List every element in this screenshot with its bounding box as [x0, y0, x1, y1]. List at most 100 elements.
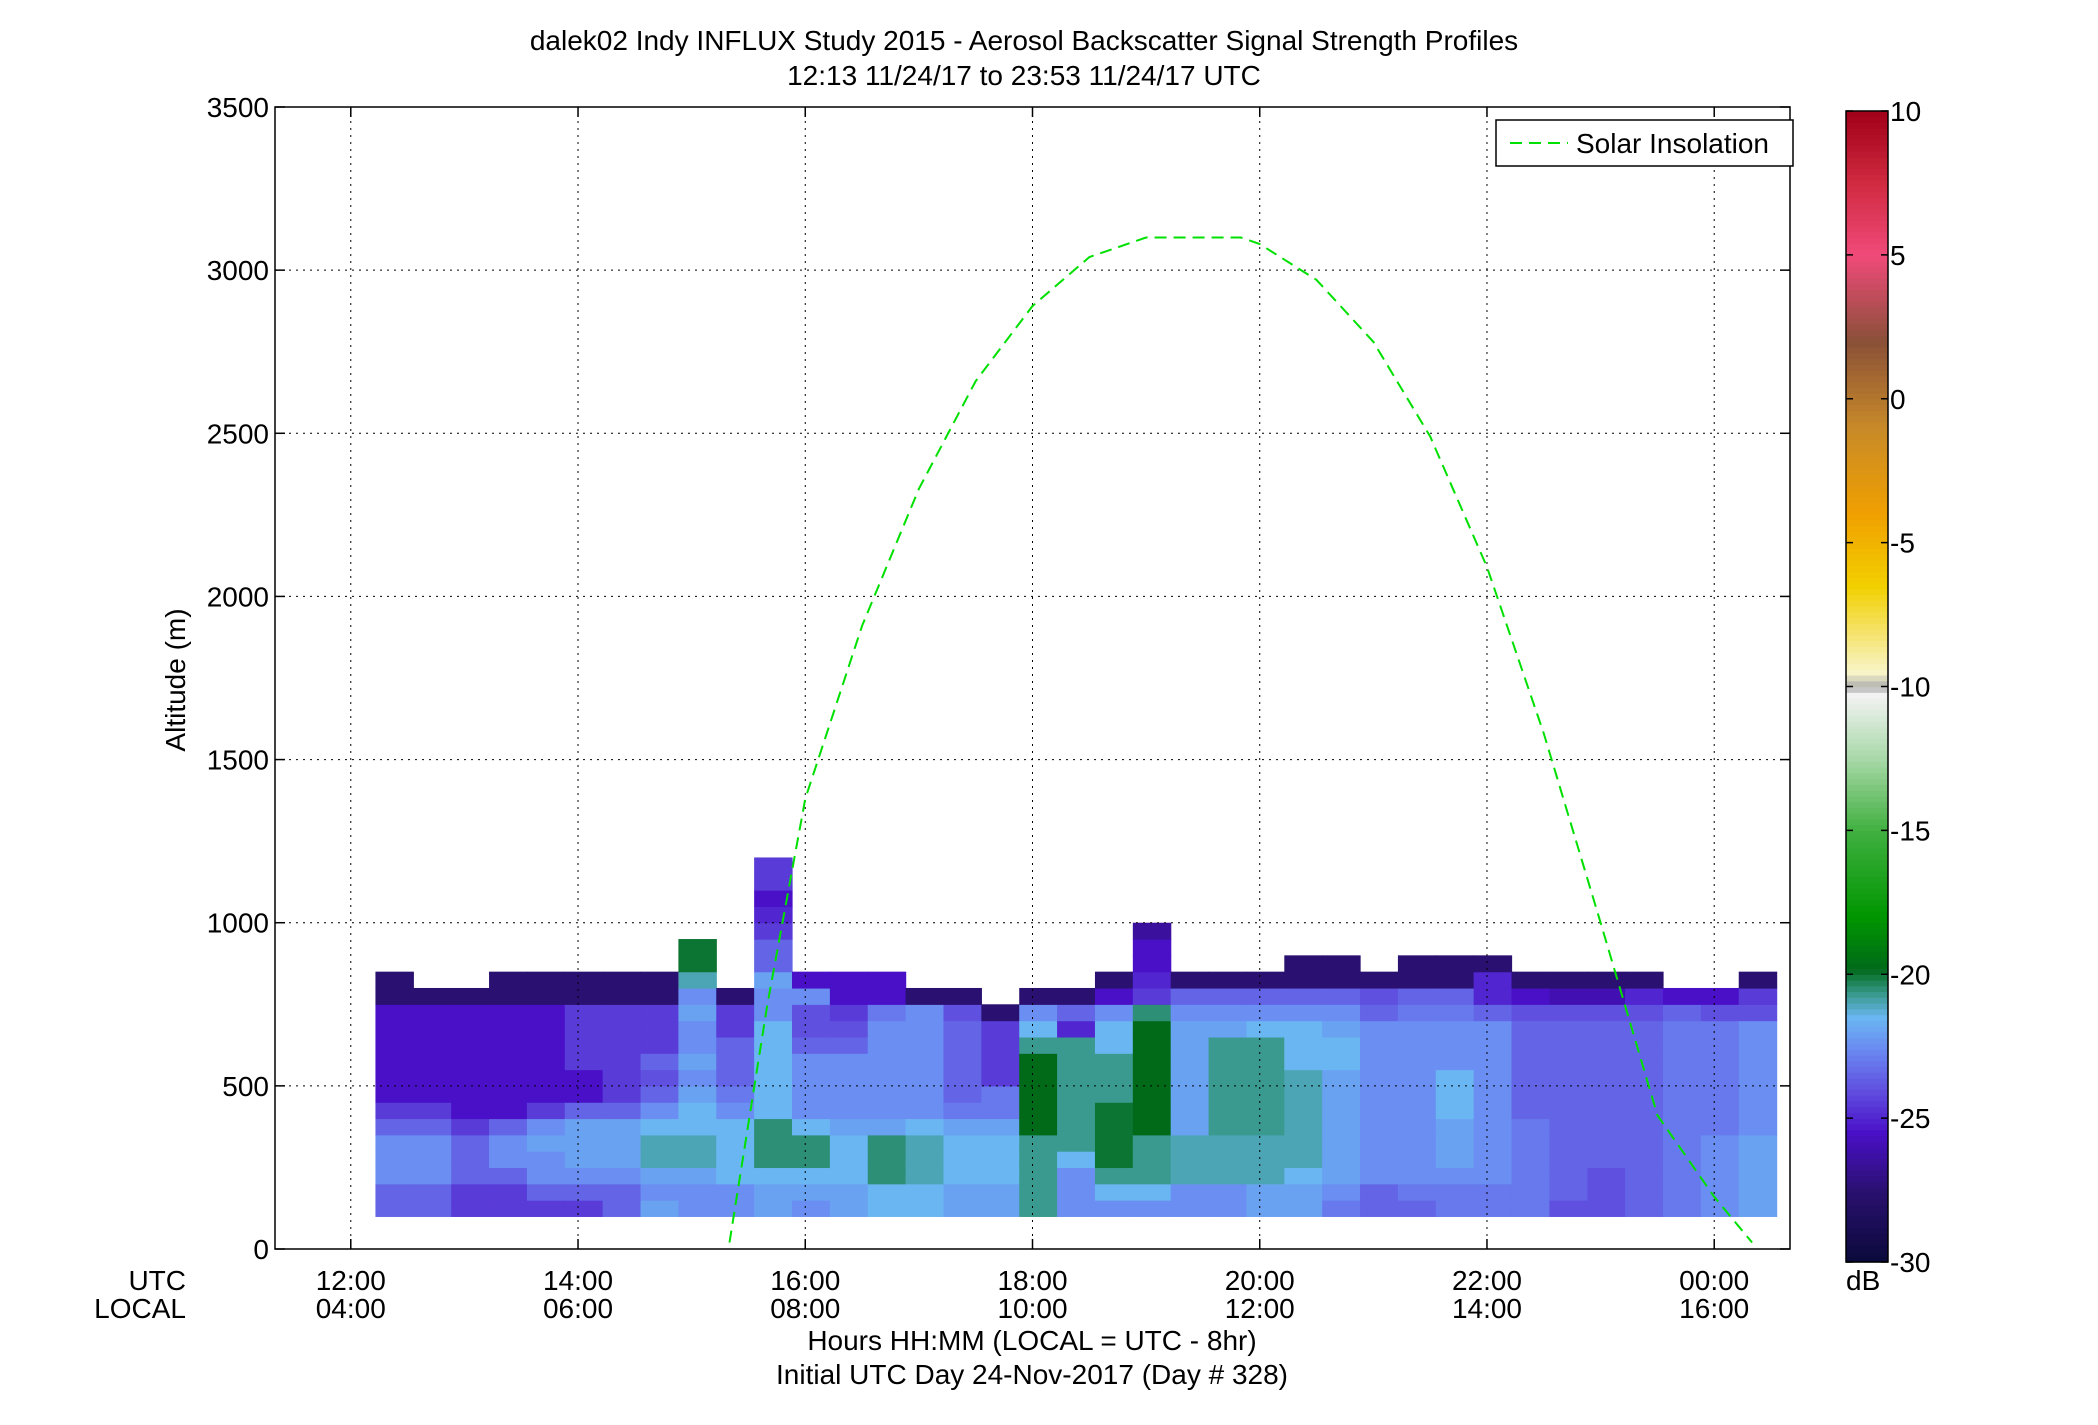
colorbar-segment	[1846, 899, 1888, 906]
heatmap-cell	[1587, 1053, 1626, 1071]
colorbar-segment	[1846, 1204, 1888, 1211]
colorbar-segment	[1846, 1181, 1888, 1188]
heatmap-cell	[829, 987, 869, 1005]
heatmap-cell	[375, 1053, 414, 1071]
heatmap-cell	[754, 1167, 793, 1185]
heatmap-cell	[1738, 1183, 1778, 1201]
heatmap-cell	[1132, 1167, 1172, 1185]
colorbar-segment	[1846, 698, 1888, 705]
colorbar-segment	[1846, 444, 1888, 452]
colorbar-segment	[1846, 1221, 1888, 1229]
heatmap-cell	[943, 1167, 982, 1185]
heatmap-cell	[905, 1004, 945, 1022]
heatmap-cell	[1284, 1053, 1323, 1071]
heatmap-cell	[754, 955, 793, 973]
colorbar-segment	[1846, 847, 1888, 854]
colorbar-segment	[1846, 928, 1888, 935]
heatmap-cell	[1057, 1036, 1096, 1054]
heatmap-cell	[451, 1118, 490, 1136]
heatmap-cell	[375, 1020, 414, 1038]
heatmap-cell	[1170, 1151, 1210, 1169]
heatmap-cell	[451, 1085, 490, 1103]
heatmap-cell	[1246, 1053, 1285, 1071]
colorbar-segment	[1846, 1066, 1888, 1073]
heatmap-cell	[1132, 1085, 1172, 1103]
heatmap-cell	[1587, 1200, 1626, 1217]
colorbar-segment	[1846, 1141, 1888, 1148]
colorbar-segment	[1846, 122, 1888, 129]
colorbar-segment	[1846, 893, 1888, 901]
heatmap-cell	[1473, 1200, 1513, 1217]
colorbar-segment	[1846, 398, 1888, 406]
heatmap-cell	[905, 1118, 945, 1136]
colorbar-segment	[1846, 1095, 1888, 1102]
heatmap-cell	[1094, 1036, 1134, 1054]
heatmap-cell	[413, 1036, 452, 1054]
heatmap-cell	[602, 971, 642, 989]
colorbar-segment	[1846, 577, 1888, 584]
colorbar-segment	[1846, 784, 1888, 791]
colorbar-segment	[1846, 295, 1888, 302]
heatmap-cell	[905, 1085, 945, 1103]
colorbar-segment	[1846, 392, 1888, 400]
heatmap-cell	[1284, 1036, 1323, 1054]
x-tick-label-local: 12:00	[1225, 1293, 1295, 1324]
colorbar-segment	[1846, 1187, 1888, 1194]
heatmap-cell	[526, 1004, 566, 1022]
heatmap-cell	[640, 1020, 679, 1038]
heatmap-cell	[1587, 1134, 1626, 1152]
heatmap-cell	[1208, 1183, 1248, 1201]
heatmap-cell	[1473, 1167, 1513, 1185]
colorbar-segment	[1846, 174, 1888, 181]
heatmap-cell	[489, 1200, 528, 1217]
colorbar-segment	[1846, 1250, 1888, 1257]
heatmap-cell	[489, 1151, 528, 1169]
heatmap-cell	[1284, 1200, 1323, 1217]
heatmap-cell	[413, 1102, 452, 1120]
colorbar-segment	[1846, 628, 1888, 636]
colorbar-segment	[1846, 813, 1888, 820]
heatmap-cell	[716, 1020, 755, 1038]
heatmap-cell	[1662, 1200, 1702, 1217]
heatmap-cell	[1738, 1069, 1778, 1087]
heatmap-cell	[1587, 1020, 1626, 1038]
heatmap-cell	[1246, 1200, 1285, 1217]
heatmap-cell	[1360, 987, 1399, 1005]
heatmap-cell	[1435, 955, 1475, 973]
heatmap-cell	[1284, 955, 1323, 973]
heatmap-cell	[678, 1020, 717, 1038]
heatmap-cell	[375, 1102, 414, 1120]
colorbar-segment	[1846, 168, 1888, 175]
heatmap-cell	[375, 1085, 414, 1103]
heatmap-cell	[829, 1167, 869, 1185]
colorbar-segment	[1846, 277, 1888, 285]
heatmap-cell	[943, 1036, 982, 1054]
heatmap-cell	[1284, 987, 1323, 1005]
heatmap-cell	[564, 1036, 604, 1054]
heatmap-cell	[1625, 1200, 1664, 1217]
heatmap-cell	[640, 1053, 679, 1071]
colorbar-segment	[1846, 214, 1888, 221]
x-tick-label-utc: 14:00	[543, 1265, 613, 1296]
colorbar-segment	[1846, 1003, 1888, 1010]
heatmap-cell	[1587, 1085, 1626, 1103]
colorbar-segment	[1846, 260, 1888, 267]
heatmap-cell	[1549, 1118, 1588, 1136]
heatmap-cell	[943, 1118, 982, 1136]
heatmap-cell	[1662, 1151, 1702, 1169]
heatmap-cell	[1019, 1151, 1058, 1169]
heatmap-cell	[1019, 1183, 1058, 1201]
heatmap-cell	[1246, 1085, 1285, 1103]
heatmap-cell	[1246, 1118, 1285, 1136]
heatmap-cell	[1700, 1036, 1740, 1054]
heatmap-cell	[943, 1134, 982, 1152]
colorbar-segment	[1846, 772, 1888, 780]
x-tick-label-utc: 20:00	[1225, 1265, 1295, 1296]
heatmap-cell	[1511, 987, 1550, 1005]
heatmap-cell	[1473, 1134, 1513, 1152]
heatmap-cell	[413, 1004, 452, 1022]
colorbar-segment	[1846, 554, 1888, 561]
chart-title: dalek02 Indy INFLUX Study 2015 - Aerosol…	[530, 25, 1518, 56]
heatmap-cell	[1549, 971, 1588, 989]
colorbar-segment	[1846, 600, 1888, 607]
